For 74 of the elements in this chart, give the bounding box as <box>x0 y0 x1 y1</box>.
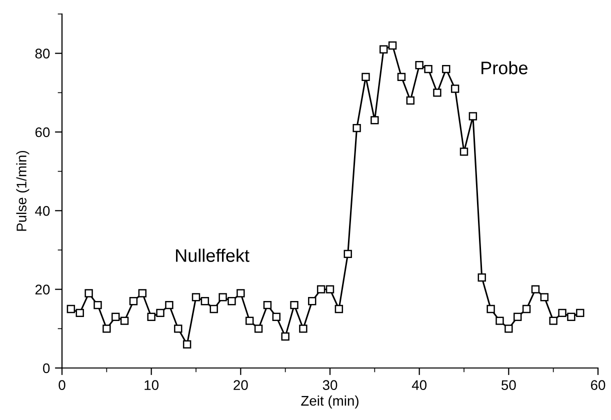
point <box>442 64 450 74</box>
point <box>94 300 102 310</box>
point <box>504 324 513 333</box>
point <box>129 297 138 306</box>
x-tick-label: 50 <box>502 380 516 390</box>
annotation: Probe <box>482 61 528 74</box>
point <box>397 72 406 82</box>
x-axis-title: Zeit (min) <box>301 396 358 408</box>
point <box>299 324 308 333</box>
point <box>326 285 334 294</box>
point <box>236 289 245 298</box>
point <box>496 316 504 325</box>
point <box>514 312 522 321</box>
x-tick-label: 30 <box>322 380 338 390</box>
point <box>415 61 424 70</box>
point <box>254 324 263 333</box>
point <box>316 285 326 294</box>
point <box>156 308 164 318</box>
point <box>334 304 344 314</box>
point <box>84 289 93 298</box>
point <box>102 324 111 333</box>
point <box>549 316 558 325</box>
y-tick-label: 20 <box>35 284 50 295</box>
point <box>558 308 566 318</box>
point <box>540 293 548 302</box>
point <box>174 324 182 333</box>
point <box>380 45 388 54</box>
point <box>352 124 361 132</box>
point <box>138 289 146 298</box>
x-tick-label: 60 <box>590 380 606 390</box>
point <box>210 304 218 314</box>
point <box>290 300 298 310</box>
point <box>263 300 272 310</box>
point <box>576 308 584 318</box>
point <box>182 340 192 348</box>
point <box>120 316 129 325</box>
point <box>468 112 478 120</box>
point <box>388 41 397 50</box>
point <box>281 332 290 341</box>
x-tick-label: 40 <box>412 380 427 390</box>
point <box>406 96 414 105</box>
point <box>344 250 352 258</box>
y-tick-label: 40 <box>35 206 50 216</box>
x-tick-label: 0 <box>58 380 66 390</box>
point <box>433 88 442 97</box>
point <box>76 308 84 318</box>
point <box>522 304 531 314</box>
point <box>450 84 460 93</box>
point <box>308 297 316 306</box>
point <box>370 116 379 124</box>
y-axis-title: Pulse (1/min) <box>16 150 30 231</box>
point <box>460 148 468 156</box>
x-tick-label: 20 <box>234 380 248 390</box>
point <box>147 312 156 321</box>
point <box>246 316 254 325</box>
point <box>228 297 236 306</box>
point <box>192 293 200 302</box>
point <box>112 312 120 321</box>
point <box>486 304 495 314</box>
point <box>218 293 227 302</box>
point <box>531 285 540 294</box>
point <box>165 300 174 310</box>
point <box>272 312 280 321</box>
point <box>362 72 370 82</box>
point <box>424 64 432 74</box>
x-tick-label: 10 <box>144 380 159 390</box>
annotation: Nulleffekt <box>176 248 250 262</box>
point <box>200 297 210 306</box>
point <box>567 312 576 321</box>
y-tick-label: 0 <box>43 363 50 374</box>
point <box>66 304 76 314</box>
y-tick-label: 60 <box>35 127 50 138</box>
point <box>478 273 486 282</box>
y-tick-label: 80 <box>35 48 50 59</box>
